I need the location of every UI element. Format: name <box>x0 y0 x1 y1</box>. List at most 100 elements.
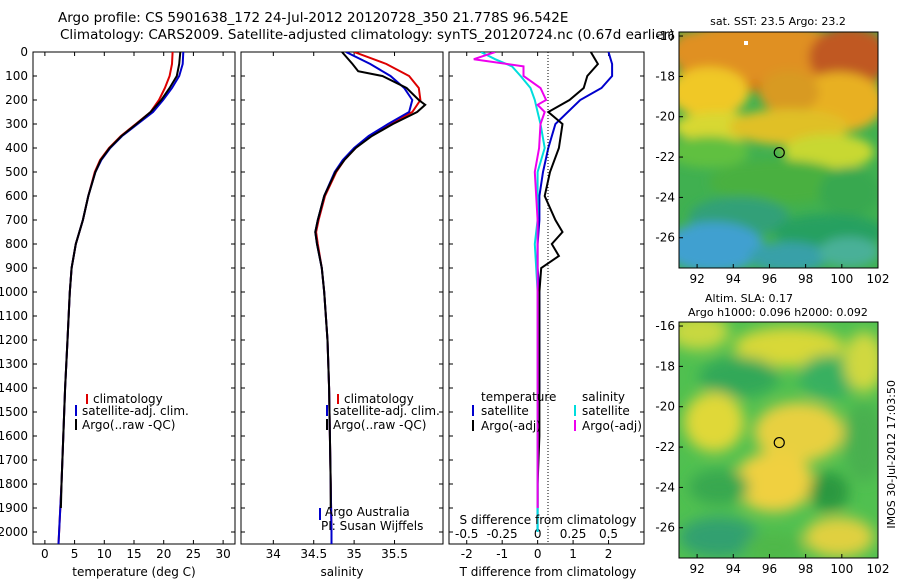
series-line <box>536 52 614 532</box>
series-line <box>473 52 548 508</box>
series-line <box>57 52 174 544</box>
s-tick-label: -0.5 <box>455 527 478 541</box>
x-tick-label: 20 <box>156 547 171 561</box>
title-line-1: Argo profile: CS 5901638_172 24-Jul-2012… <box>58 10 569 26</box>
map-x-tick-label: 98 <box>798 562 813 576</box>
temperature-axis-label: temperature (deg C) <box>72 565 195 579</box>
annotation-argo-australia: Argo Australia <box>325 505 410 519</box>
map-y-tick-label: -22 <box>655 150 675 164</box>
legend-climatology-s: climatology <box>344 392 414 406</box>
depth-tick-label: 1800 <box>0 477 28 491</box>
map-y-tick-label: -18 <box>655 359 675 373</box>
depth-tick-label: 400 <box>5 141 28 155</box>
sst-map-title: sat. SST: 23.5 Argo: 23.2 <box>710 15 846 28</box>
x-tick-label: -1 <box>496 547 508 561</box>
series-line <box>59 52 182 509</box>
x-tick-label: -2 <box>461 547 473 561</box>
salinity-lines <box>314 52 427 544</box>
depth-tick-label: 100 <box>5 69 28 83</box>
depth-tick-label: 600 <box>5 189 28 203</box>
map-y-tick-label: -20 <box>655 110 675 124</box>
sst-map <box>679 32 878 268</box>
x-axes: 0 5 10 15 20 25 30 34 34.5 35 35.5 -2 -1 0 1 2 -0.5 -0.25… <box>41 52 618 561</box>
s-tick-label: 0.25 <box>560 527 587 541</box>
t-difference-axis-label: T difference from climatology <box>459 565 637 579</box>
map-x-tick-label: 94 <box>726 272 741 286</box>
depth-axis: 0 100 200 300 400 500 600 700 800 900 1000 1100 1200… <box>0 45 644 539</box>
map-x-tick-label: 92 <box>689 272 704 286</box>
map-y-tick-label: -26 <box>655 231 675 245</box>
sla-map-axes: 92 94 96 98 100 102 -16 -18 -20 -22 -24 -26 <box>655 319 889 576</box>
legend-s-argo: Argo(-adj) <box>582 419 642 433</box>
x-tick-label: 30 <box>215 547 230 561</box>
map-y-tick-label: -16 <box>655 319 675 333</box>
sla-map <box>679 322 878 558</box>
sst-map-axes: 92 94 96 98 100 102 -16 -18 -20 -22 -24 -26 <box>655 29 889 286</box>
x-tick-label: 34 <box>266 547 281 561</box>
map-x-tick-label: 94 <box>726 562 741 576</box>
difference-lines <box>473 52 614 532</box>
x-tick-label: 10 <box>97 547 112 561</box>
map-y-tick-label: -24 <box>655 190 675 204</box>
s-tick-label: 0 <box>534 527 542 541</box>
title-line-2: Climatology: CARS2009. Satellite-adjuste… <box>60 27 675 43</box>
map-x-tick-label: 98 <box>798 272 813 286</box>
depth-tick-label: 300 <box>5 117 28 131</box>
x-tick-label: 2 <box>605 547 613 561</box>
depth-tick-label: 1100 <box>0 309 28 323</box>
x-tick-label: 35.5 <box>381 547 408 561</box>
depth-tick-label: 1500 <box>0 405 28 419</box>
x-tick-label: 5 <box>71 547 79 561</box>
series-line <box>315 52 422 544</box>
depth-tick-label: 800 <box>5 237 28 251</box>
legend-argo: Argo(..raw -QC) <box>82 418 175 432</box>
x-tick-label: 35 <box>346 547 361 561</box>
map-y-tick-label: -16 <box>655 29 675 43</box>
depth-tick-label: 1200 <box>0 333 28 347</box>
sla-map-title-2: Argo h1000: 0.096 h2000: 0.092 <box>688 306 868 319</box>
map-x-tick-label: 96 <box>762 562 777 576</box>
series-line <box>57 52 185 544</box>
annotation-pi: PI: Susan Wijffels <box>321 519 423 533</box>
difference-legend: temperature salinity satellite Argo(-adj… <box>472 390 642 433</box>
sla-map-title-1: Altim. SLA: 0.17 <box>705 292 793 305</box>
x-tick-label: 34.5 <box>300 547 327 561</box>
argo-location-marker-sst <box>773 146 785 159</box>
depth-tick-label: 700 <box>5 213 28 227</box>
map-x-tick-label: 100 <box>830 272 853 286</box>
depth-tick-label: 200 <box>5 93 28 107</box>
legend-climatology: climatology <box>93 392 163 406</box>
s-tick-label: 0.5 <box>599 527 618 541</box>
map-x-tick-label: 102 <box>867 272 890 286</box>
map-x-tick-label: 100 <box>830 562 853 576</box>
map-y-tick-label: -20 <box>655 400 675 414</box>
map-y-tick-label: -24 <box>655 480 675 494</box>
x-tick-label: 1 <box>569 547 577 561</box>
map-x-tick-label: 96 <box>762 272 777 286</box>
series-line <box>480 52 546 532</box>
s-tick-label: -0.25 <box>487 527 518 541</box>
map-y-tick-label: -18 <box>655 69 675 83</box>
depth-tick-label: 1900 <box>0 501 28 515</box>
argo-location-marker-sla <box>773 436 785 449</box>
series-line <box>314 52 427 508</box>
depth-tick-label: 1300 <box>0 357 28 371</box>
imos-timestamp: IMOS 30-Jul-2012 17:03:50 <box>885 380 898 529</box>
depth-tick-label: 0 <box>20 45 28 59</box>
depth-tick-label: 2000 <box>0 525 28 539</box>
x-tick-label: 0 <box>534 547 542 561</box>
depth-tick-label: 1000 <box>0 285 28 299</box>
series-line <box>536 52 600 508</box>
temperature-lines <box>57 52 185 544</box>
map-x-tick-label: 102 <box>867 562 890 576</box>
depth-tick-label: 1600 <box>0 429 28 443</box>
depth-tick-label: 1700 <box>0 453 28 467</box>
legend-t-satellite: satellite <box>481 404 529 418</box>
salinity-axis-label: salinity <box>320 565 363 579</box>
legend-satellite-adj-s: satellite-adj. clim. <box>333 404 440 418</box>
depth-tick-label: 1400 <box>0 381 28 395</box>
x-tick-label: 25 <box>186 547 201 561</box>
legend-header-salinity: salinity <box>582 390 625 404</box>
depth-tick-label: 900 <box>5 261 28 275</box>
